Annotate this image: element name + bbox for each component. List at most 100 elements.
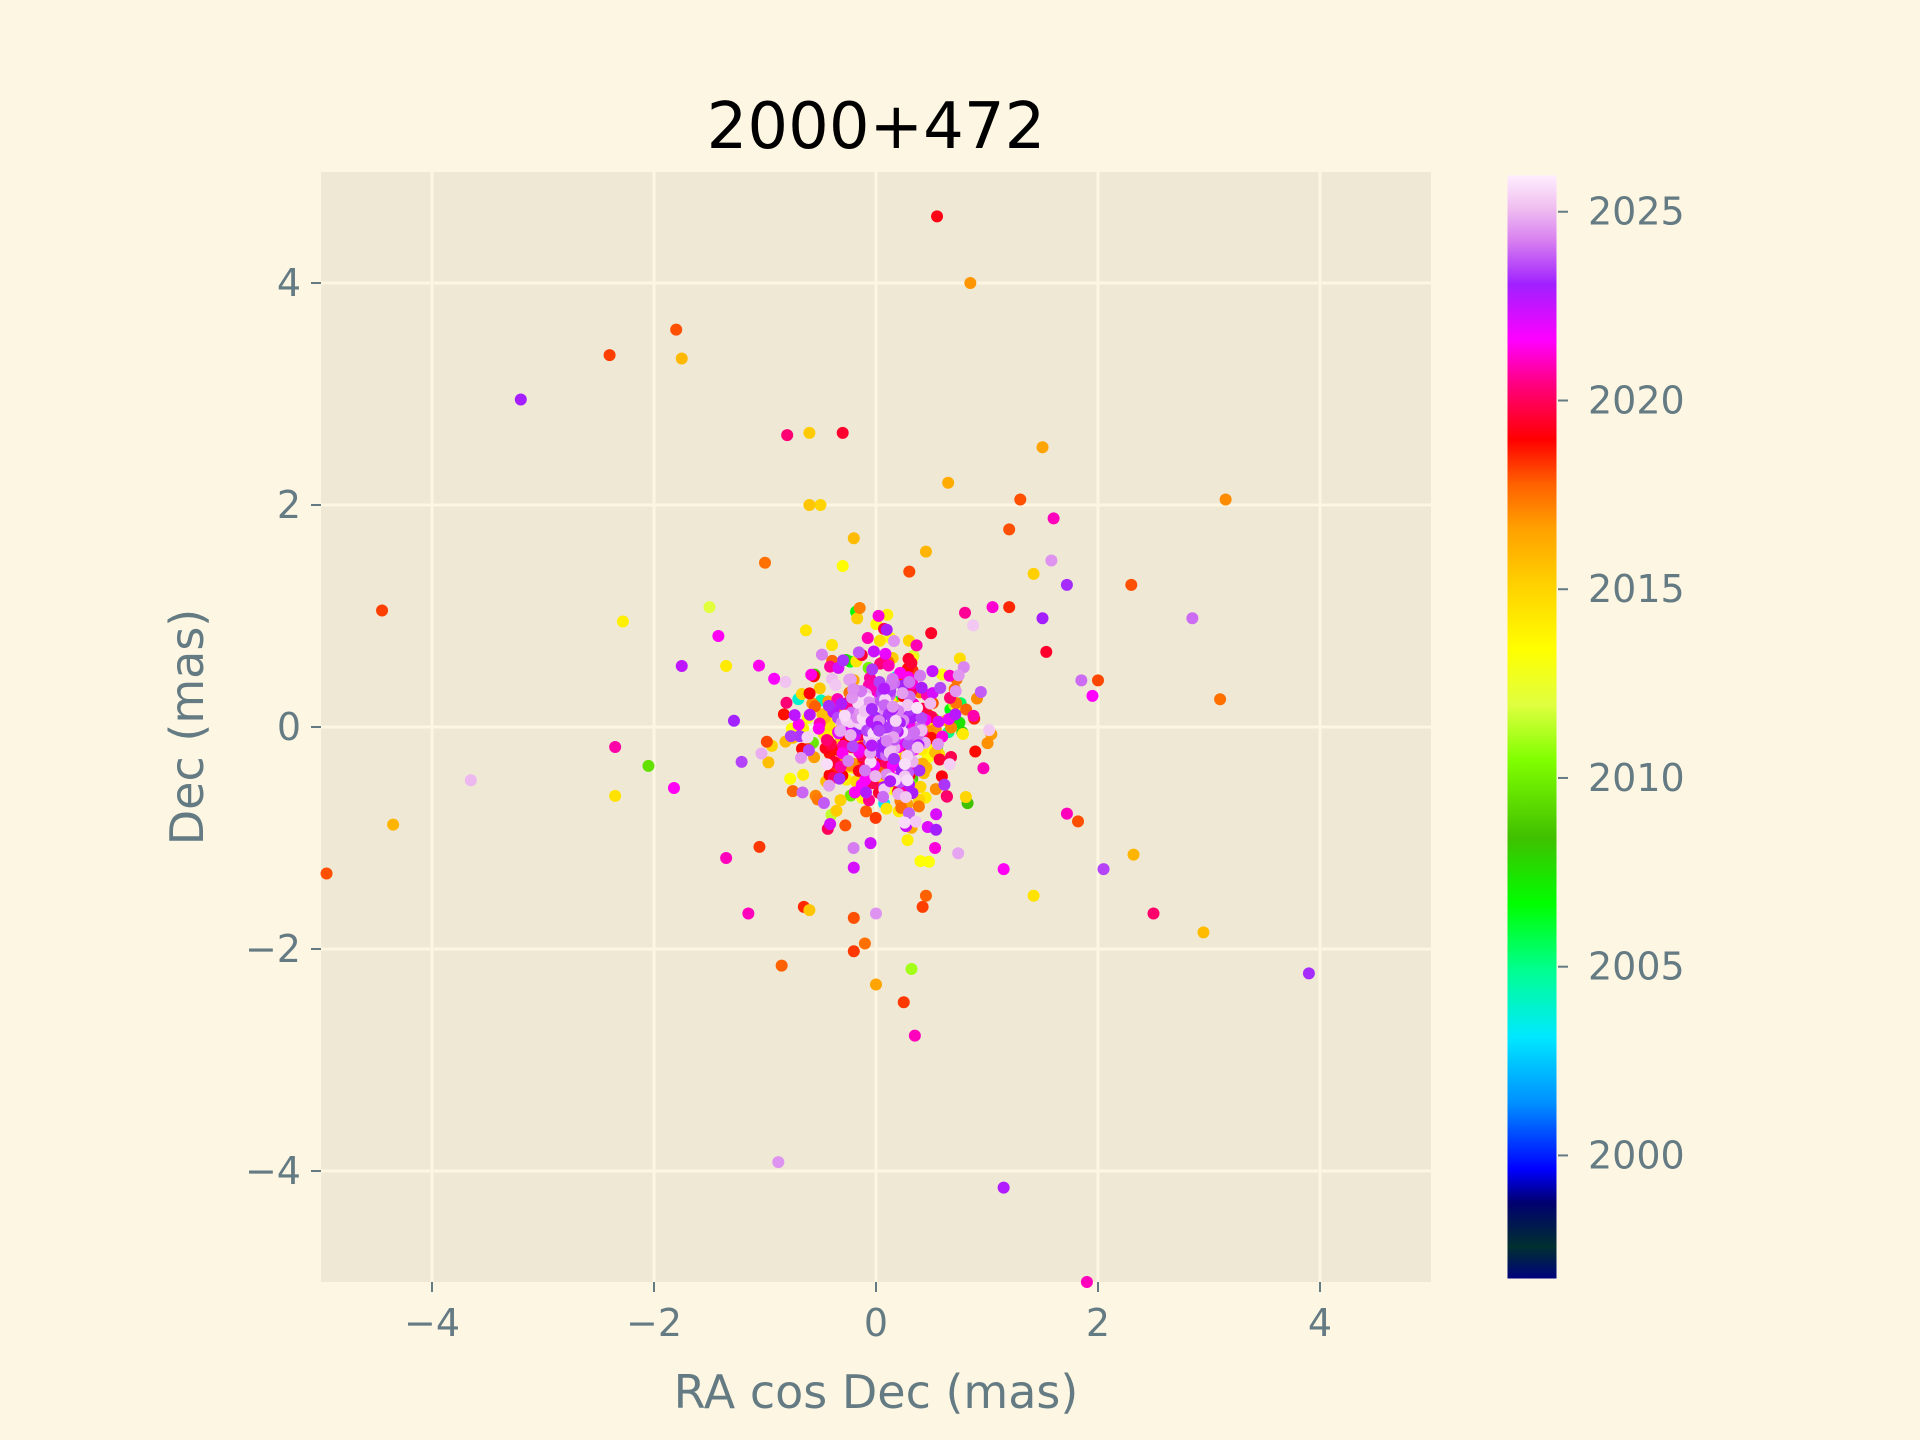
data-point [753,840,766,853]
data-point [839,819,852,832]
colorbar-ticks: 2000 2005 2010 2015 2020 2025 [1558,190,1685,1177]
data-point [851,612,864,625]
data-point [932,715,945,728]
data-point [903,565,916,578]
y-axis-label: Dec (mas) [160,609,214,846]
x-tick-label: −4 [404,1301,460,1345]
data-point [803,499,816,511]
data-point [922,855,935,868]
data-point [847,911,860,924]
data-point [952,847,965,860]
colorbar-tick-label: 2025 [1588,190,1685,234]
data-point [913,764,926,777]
data-point [909,815,922,828]
data-point [805,668,818,681]
data-point [1127,848,1140,861]
data-point [938,778,951,791]
data-point [847,842,860,855]
data-point [997,1181,1010,1194]
data-point [795,751,808,764]
data-point [919,889,932,902]
data-point [898,816,911,829]
data-point [833,772,846,785]
data-point [870,978,882,991]
data-point [788,709,801,722]
data-point [911,741,924,754]
data-point [869,811,882,824]
data-point [873,634,886,647]
data-point [780,696,793,709]
data-point [836,560,849,573]
data-point [609,789,622,802]
data-point [974,685,987,698]
data-point [901,834,914,847]
data-point [867,645,880,658]
data-point [880,734,893,747]
data-point [915,711,928,724]
data-point [1186,612,1199,625]
data-point [1214,693,1227,706]
data-point [712,629,725,642]
data-point [642,759,655,772]
data-point [703,601,716,614]
data-point [720,659,733,672]
data-point [864,837,877,850]
data-point [1197,926,1210,939]
x-tick-label: −2 [626,1301,682,1345]
data-point [878,682,891,695]
data-point [1036,612,1049,625]
data-point [986,601,999,614]
x-tick-label: 2 [1086,1301,1110,1345]
data-point [916,900,929,913]
data-point [887,635,900,648]
colorbar [1504,172,1560,1282]
data-point [908,726,921,739]
colorbar-tick-label: 2000 [1588,1133,1685,1177]
data-point [786,785,799,798]
y-tick-label: −2 [245,927,301,971]
data-point [887,752,900,765]
data-point [1003,523,1016,536]
data-point [924,697,937,710]
data-point [835,697,848,710]
data-point [847,861,860,874]
data-point [812,722,825,735]
colorbar-tick-label: 2005 [1588,945,1685,989]
data-point [914,855,927,868]
data-point [901,699,914,712]
data-point [899,791,912,804]
data-point [1072,815,1085,828]
data-point [822,699,835,712]
data-point [931,210,944,223]
data-point [759,556,771,569]
data-point [815,648,828,661]
y-tick-label: 0 [277,705,301,749]
data-point [755,747,768,760]
data-point [817,796,830,809]
data-point [933,753,946,766]
data-point [879,647,892,660]
data-point [803,426,816,439]
data-point [914,669,927,682]
data-point [967,619,980,632]
data-point [1080,1276,1093,1288]
data-point [943,758,956,771]
data-point [742,907,755,920]
data-point [464,774,477,787]
data-point [797,768,810,781]
y-tick-label: −4 [245,1149,301,1193]
data-point [852,646,865,659]
data-point [977,762,990,775]
data-point [779,675,792,688]
data-point [997,863,1010,876]
data-point [1125,578,1138,591]
data-point [844,729,857,742]
data-point [823,779,836,792]
data-point [929,841,942,854]
data-point [897,996,910,1009]
data-point [861,631,874,644]
data-point [915,681,928,694]
data-point [836,426,849,439]
data-point [967,709,980,722]
